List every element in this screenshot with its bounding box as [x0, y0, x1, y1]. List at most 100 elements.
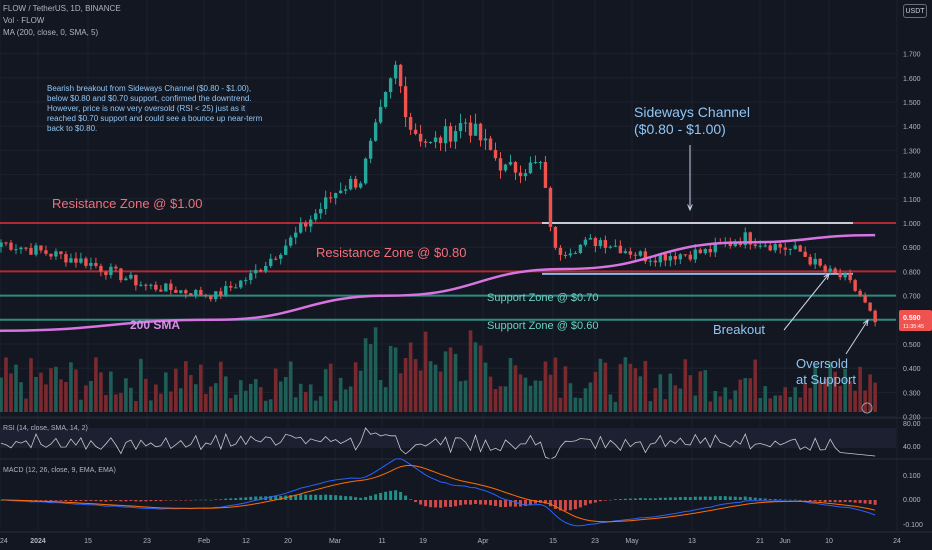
volume-bar — [268, 399, 273, 412]
volume-bar — [873, 382, 877, 412]
volume-bar — [99, 372, 103, 412]
macd-histogram-bar — [334, 495, 338, 500]
candle — [19, 247, 23, 250]
volume-bar — [508, 358, 513, 412]
date-tick-label: Mar — [329, 538, 342, 545]
volume-bar — [258, 387, 263, 412]
macd-histogram-bar — [114, 500, 118, 501]
volume-bar — [24, 398, 28, 412]
price-tick-label: 0.200 — [903, 415, 921, 422]
macd-histogram-bar — [329, 494, 333, 500]
macd-histogram-bar — [384, 491, 388, 500]
volume-bar — [19, 382, 23, 412]
macd-histogram-bar — [568, 500, 572, 511]
volume-bar — [643, 360, 648, 412]
macd-histogram-bar — [39, 500, 43, 501]
last-price-label: 0.590 — [903, 315, 921, 322]
candle — [119, 268, 123, 281]
volume-bar — [218, 361, 223, 412]
candle — [423, 141, 428, 143]
volume-bar — [233, 394, 238, 412]
candle — [493, 149, 498, 159]
candle — [488, 138, 493, 150]
candle — [593, 238, 598, 247]
volume-bar — [698, 371, 703, 412]
candle — [818, 258, 822, 266]
macd-histogram-bar — [753, 497, 757, 500]
candle — [618, 245, 623, 254]
candle — [603, 240, 608, 248]
candle — [39, 245, 43, 251]
resistance-080-label: Resistance Zone @ $0.80 — [316, 245, 467, 260]
macd-histogram-bar — [728, 496, 732, 500]
volume-bar — [553, 357, 558, 412]
macd-histogram-bar — [374, 494, 378, 500]
volume-bar — [388, 345, 393, 412]
breakout-arrow-head — [823, 272, 830, 280]
macd-histogram-bar — [523, 500, 527, 507]
volume-bar — [868, 374, 872, 412]
volume-bar — [348, 386, 353, 412]
macd-histogram-bar — [429, 500, 433, 508]
macd-histogram-bar — [533, 500, 537, 504]
macd-histogram-bar — [823, 500, 827, 503]
volume-bar — [458, 381, 463, 412]
volume-bars — [0, 327, 877, 412]
volume-bar — [713, 390, 718, 412]
oversold-arrow — [845, 319, 869, 355]
candle — [239, 280, 243, 288]
candle — [758, 245, 762, 247]
oversold-line2: at Support — [796, 372, 856, 387]
sma-label: 200 SMA — [130, 318, 181, 332]
candle — [793, 245, 797, 249]
macd-histogram-bar — [194, 499, 198, 501]
macd-histogram-bar — [618, 499, 622, 500]
volume-bar — [688, 375, 693, 412]
currency-button[interactable]: USDT — [903, 4, 927, 18]
macd-histogram-bar — [479, 500, 483, 505]
macd-histogram-bar — [259, 496, 263, 500]
macd-histogram-bar — [838, 500, 842, 503]
candle — [408, 117, 413, 130]
candle — [34, 245, 38, 255]
macd-histogram-bar — [733, 496, 737, 500]
date-tick-label: 11 — [378, 538, 385, 545]
volume-bar — [124, 378, 128, 412]
date-tick-label: Feb — [198, 538, 210, 545]
macd-label: MACD (12, 26, close, 9, EMA, EMA) — [3, 467, 116, 474]
volume-bar — [473, 342, 478, 412]
candle — [748, 232, 752, 245]
candle — [713, 242, 717, 253]
volume-bar — [718, 396, 723, 412]
candle — [84, 258, 88, 266]
macd-histogram-bar — [693, 496, 697, 500]
macd-histogram-bar — [628, 498, 632, 500]
macd-histogram-bar — [643, 498, 647, 500]
volume-bar — [278, 381, 283, 412]
volume-label: Vol · FLOW — [3, 16, 45, 25]
volume-bar — [154, 384, 158, 412]
candle — [688, 254, 693, 260]
macd-histogram-bar — [828, 500, 832, 503]
macd-histogram-bar — [244, 497, 248, 500]
note-line: back to $0.80. — [47, 124, 98, 133]
candle — [813, 258, 817, 265]
volume-bar — [208, 386, 213, 412]
macd-histogram-bar — [494, 500, 498, 507]
note-line: However, price is now very oversold (RSI… — [47, 104, 246, 113]
volume-bar — [843, 368, 847, 412]
candle — [838, 273, 842, 278]
volume-bar — [603, 362, 608, 412]
macd-histogram-bar — [199, 499, 203, 501]
macd-histogram-bar — [254, 496, 258, 500]
candle — [224, 286, 228, 296]
macd-histogram-bar — [653, 498, 657, 500]
volume-bar — [223, 376, 228, 412]
volume-bar — [119, 392, 123, 412]
candle — [453, 131, 458, 142]
note-line: Bearish breakout from Sideways Channel (… — [47, 84, 252, 93]
candle — [383, 92, 388, 107]
volume-bar — [803, 383, 807, 412]
macd-histogram-bar — [673, 497, 677, 500]
